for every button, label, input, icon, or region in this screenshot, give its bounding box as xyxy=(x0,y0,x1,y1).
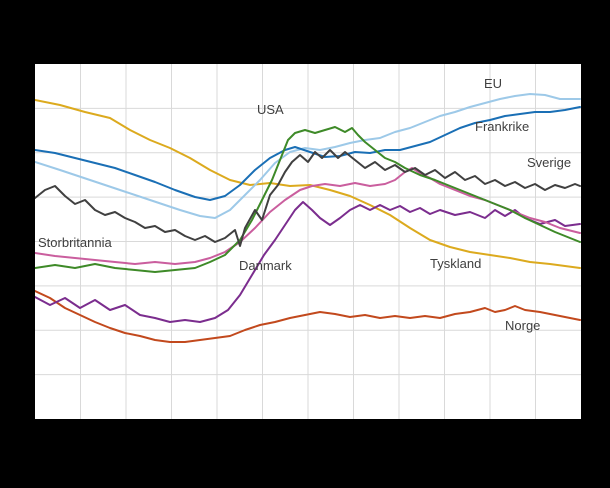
series-label-frankrike: Frankrike xyxy=(475,119,529,134)
series-line-usa xyxy=(35,126,581,273)
series-line-tyskland xyxy=(35,99,581,269)
series-line-sverige xyxy=(35,149,581,247)
series-label-storbritannia: Storbritannia xyxy=(38,235,112,250)
series-label-norge: Norge xyxy=(505,318,540,333)
chart-svg: Storbritannia USA Danmark Tyskland Norge EU Fr… xyxy=(35,64,581,419)
series-line-frankrike xyxy=(35,106,581,201)
plot-area: Storbritannia USA Danmark Tyskland Norge EU Fr… xyxy=(35,64,581,419)
series-label-usa: USA xyxy=(257,102,284,117)
series-label-sverige: Sverige xyxy=(527,155,571,170)
series-line-danmark xyxy=(35,201,581,323)
series-label-eu: EU xyxy=(484,76,502,91)
series-label-danmark: Danmark xyxy=(239,258,292,273)
series-line-eu xyxy=(35,93,581,219)
top-band xyxy=(0,0,610,64)
series-label-tyskland: Tyskland xyxy=(430,256,481,271)
bottom-band xyxy=(0,419,610,488)
series-line-norge xyxy=(35,290,581,343)
